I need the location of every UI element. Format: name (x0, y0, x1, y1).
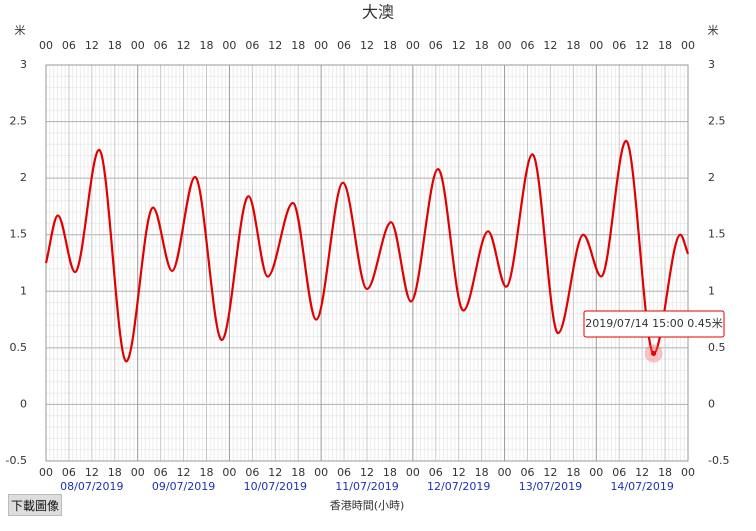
x-tick-label: 06 (62, 466, 76, 479)
x-tick-label-top: 00 (222, 39, 236, 52)
x-tick-label: 06 (154, 466, 168, 479)
x-tick-label: 00 (406, 466, 420, 479)
x-tick-label: 00 (131, 466, 145, 479)
y-unit: 米 (15, 24, 26, 37)
y-tick-label: 1 (20, 284, 27, 297)
y-tick-label: -0.5 (6, 454, 27, 467)
x-tick-label: 06 (337, 466, 351, 479)
x-tick-label-top: 18 (108, 39, 122, 52)
x-tick-label-top: 06 (245, 39, 259, 52)
tooltip-text: 2019/07/14 15:00 0.45米 (585, 317, 723, 330)
x-tick-label-top: 18 (383, 39, 397, 52)
x-tick-label: 06 (245, 466, 259, 479)
x-tick-label-top: 06 (62, 39, 76, 52)
date-label: 10/07/2019 (244, 480, 307, 493)
x-tick-label-top: 00 (131, 39, 145, 52)
x-tick-label: 00 (589, 466, 603, 479)
x-tick-label-top: 12 (85, 39, 99, 52)
hover-point (651, 351, 657, 357)
y-tick-label: 2.5 (10, 115, 28, 128)
y2-tick-label: 1.5 (708, 228, 726, 241)
x-tick-label: 18 (108, 466, 122, 479)
y-tick-label: 1.5 (10, 228, 28, 241)
y-tick-label: 0.5 (10, 341, 28, 354)
x-tick-label-top: 00 (39, 39, 53, 52)
x-tick-label-top: 06 (337, 39, 351, 52)
x-tick-label: 12 (360, 466, 374, 479)
y-tick-label: 0 (20, 397, 27, 410)
x-tick-label: 06 (612, 466, 626, 479)
x-tick-label-top: 18 (566, 39, 580, 52)
x-tick-label-top: 12 (635, 39, 649, 52)
x-tick-label: 18 (291, 466, 305, 479)
y-tick-label: 2 (20, 171, 27, 184)
x-tick-label-top: 18 (658, 39, 672, 52)
date-label: 11/07/2019 (335, 480, 398, 493)
date-label: 12/07/2019 (427, 480, 490, 493)
x-tick-label: 00 (314, 466, 328, 479)
x-tick-label: 18 (200, 466, 214, 479)
x-tick-label: 06 (521, 466, 535, 479)
x-tick-label: 00 (39, 466, 53, 479)
x-tick-label-top: 18 (291, 39, 305, 52)
x-tick-label-top: 06 (429, 39, 443, 52)
y-tick-label: 3 (20, 58, 27, 71)
tooltip-box (583, 310, 725, 338)
x-tick-label: 12 (543, 466, 557, 479)
x-tick-label-top: 12 (452, 39, 466, 52)
x-tick-label: 18 (383, 466, 397, 479)
x-tick-label: 18 (658, 466, 672, 479)
x-tick-label-top: 00 (589, 39, 603, 52)
date-label: 14/07/2019 (610, 480, 673, 493)
x-tick-label-top: 06 (154, 39, 168, 52)
x-tick-label: 12 (85, 466, 99, 479)
x-tick-label-top: 00 (314, 39, 328, 52)
x-tick-label: 12 (177, 466, 191, 479)
y2-tick-label: 0 (708, 397, 715, 410)
y2-tick-label: 2.5 (708, 115, 726, 128)
x-tick-label: 00 (681, 466, 695, 479)
x-tick-label-top: 06 (521, 39, 535, 52)
x-tick-label-top: 12 (268, 39, 282, 52)
y2-tick-label: -0.5 (708, 454, 729, 467)
x-tick-label: 00 (498, 466, 512, 479)
x-tick-label-top: 00 (681, 39, 695, 52)
y2-tick-label: 3 (708, 58, 715, 71)
x-tick-label: 18 (566, 466, 580, 479)
x-tick-label-top: 00 (406, 39, 420, 52)
y2-tick-label: 2 (708, 171, 715, 184)
chart-title: 大澳 (362, 3, 394, 22)
x-axis-title: 香港時間(小時) (330, 499, 405, 512)
x-tick-label: 12 (452, 466, 466, 479)
x-tick-label-top: 12 (177, 39, 191, 52)
x-tick-label: 12 (635, 466, 649, 479)
date-label: 09/07/2019 (152, 480, 215, 493)
x-tick-label-top: 06 (612, 39, 626, 52)
y2-tick-label: 0.5 (708, 341, 726, 354)
tide-line (44, 139, 690, 363)
x-tick-label: 18 (475, 466, 489, 479)
x-tick-label-top: 12 (543, 39, 557, 52)
download-button[interactable]: 下載圖像 (8, 494, 62, 516)
x-tick-label: 12 (268, 466, 282, 479)
x-tick-label: 06 (429, 466, 443, 479)
x-tick-label: 00 (222, 466, 236, 479)
y2-tick-label: 1 (708, 284, 715, 297)
grid (45, 64, 689, 462)
y2-unit: 米 (708, 24, 719, 37)
date-label: 08/07/2019 (60, 480, 123, 493)
x-tick-label-top: 18 (200, 39, 214, 52)
date-label: 13/07/2019 (519, 480, 582, 493)
x-tick-label-top: 18 (475, 39, 489, 52)
x-tick-label-top: 00 (498, 39, 512, 52)
x-tick-label-top: 12 (360, 39, 374, 52)
